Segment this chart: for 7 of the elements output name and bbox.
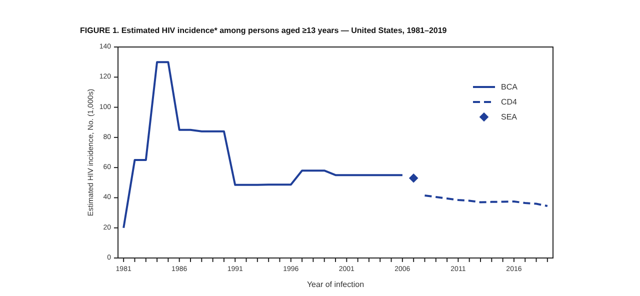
legend-label: BCA xyxy=(501,82,518,92)
legend-label: CD4 xyxy=(501,98,518,106)
line-series xyxy=(424,194,548,208)
x-axis-title: Year of infection xyxy=(306,280,364,289)
chart-title: FIGURE 1. Estimated HIV incidence* among persons aged ≥13 years — United States, 1981–2019 xyxy=(80,26,448,35)
legend-label: SEA xyxy=(501,112,518,122)
line-series xyxy=(122,61,404,229)
